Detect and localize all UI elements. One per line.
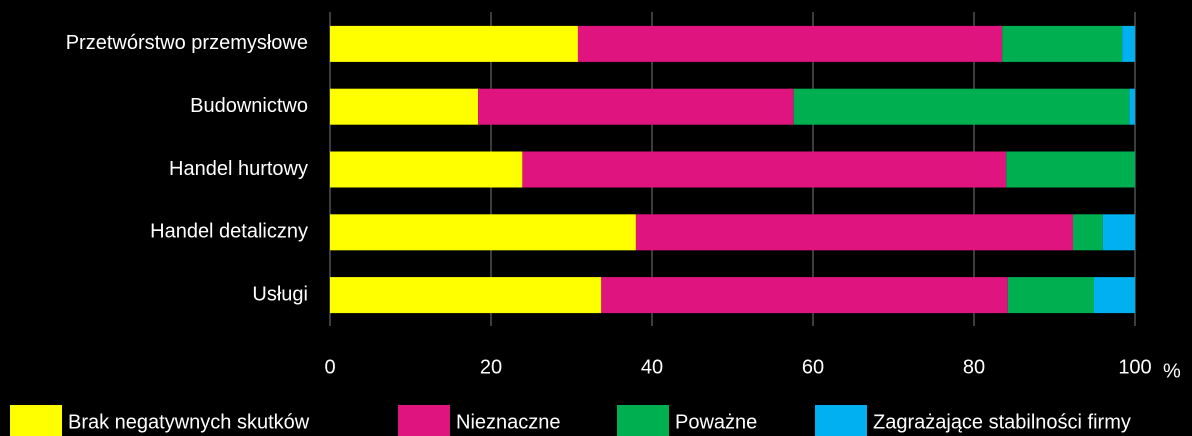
legend-label: Brak negatywnych skutków [68, 411, 310, 433]
x-tick-label: 20 [480, 356, 502, 378]
bar-segment [1102, 214, 1135, 251]
bar-segment [1002, 25, 1123, 62]
bar-segment [1129, 88, 1135, 125]
bar-segment [330, 214, 636, 251]
legend-swatch [398, 405, 450, 436]
bar-segment [1073, 214, 1103, 251]
bar-segment [1122, 25, 1135, 62]
x-tick-label: 80 [963, 356, 985, 378]
bar-segment [330, 88, 479, 125]
legend-swatch [10, 405, 62, 436]
y-tick-label: Przetwórstwo przemysłowe [66, 32, 308, 54]
bar-segment [478, 88, 794, 125]
y-tick-label: Usługi [252, 283, 308, 305]
legend-label: Poważne [675, 411, 757, 433]
bar-segment [1007, 277, 1094, 314]
bar-segment [793, 88, 1130, 125]
bar-segment [577, 25, 1003, 62]
x-tick-label: 100 [1118, 356, 1151, 378]
x-tick-label: 0 [324, 356, 335, 378]
x-tick-label: 60 [802, 356, 824, 378]
legend-swatch [815, 405, 867, 436]
bar-segment [601, 277, 1008, 314]
bar-segment [1093, 277, 1135, 314]
bar-segment [635, 214, 1074, 251]
y-tick-label: Handel detaliczny [150, 221, 308, 243]
bar-segment [330, 25, 578, 62]
bar-segment [522, 151, 1007, 188]
y-tick-label: Handel hurtowy [169, 158, 308, 180]
bar-segment [330, 277, 602, 314]
legend-label: Nieznaczne [456, 411, 561, 433]
x-axis-label: % [1163, 360, 1181, 382]
legend-swatch [617, 405, 669, 436]
bar-segment [330, 151, 523, 188]
y-tick-label: Budownictwo [190, 95, 308, 117]
legend-label: Zagrażające stabilności firmy [873, 411, 1131, 433]
bar-segment [1006, 151, 1135, 188]
x-tick-label: 40 [641, 356, 663, 378]
